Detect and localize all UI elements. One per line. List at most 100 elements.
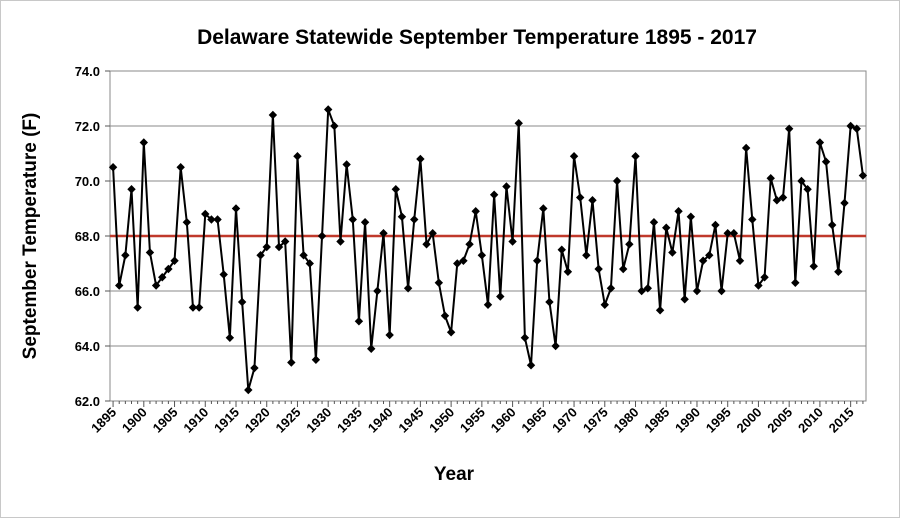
x-tick-label: 1925 [273, 405, 304, 436]
data-point [139, 138, 149, 147]
x-tick-label: 2005 [764, 405, 795, 436]
data-point [575, 193, 585, 202]
data-point [797, 176, 806, 186]
data-point [686, 212, 696, 221]
data-point [360, 218, 370, 227]
data-point [698, 256, 708, 265]
data-point [729, 229, 739, 238]
x-tick-label: 1945 [395, 405, 426, 436]
data-point [649, 218, 659, 227]
data-point [784, 124, 794, 133]
data-point [557, 245, 566, 254]
y-tick-label: 64.0 [75, 339, 100, 354]
data-point [791, 278, 800, 287]
data-point [182, 218, 192, 227]
data-point [760, 273, 769, 282]
data-point [293, 152, 302, 161]
data-point [526, 361, 536, 370]
data-point [465, 240, 474, 249]
x-axis-title: Year [434, 464, 475, 485]
data-point [188, 303, 198, 312]
data-point [299, 251, 308, 260]
data-point [711, 220, 720, 230]
y-tick-label: 70.0 [75, 174, 100, 189]
y-tick-label: 72.0 [75, 119, 100, 134]
data-point [594, 264, 603, 274]
data-point [213, 215, 222, 224]
data-point [268, 110, 278, 120]
x-tick-label: 1910 [180, 405, 211, 436]
data-point [342, 160, 351, 169]
data-point [373, 286, 382, 296]
data-point [532, 256, 542, 265]
data-point [176, 163, 185, 172]
data-point [809, 262, 818, 271]
data-point [834, 267, 843, 276]
data-point [151, 281, 161, 290]
x-tick-label: 1955 [457, 405, 488, 436]
data-point [514, 119, 523, 128]
data-point [612, 176, 622, 186]
data-point [606, 284, 616, 293]
data-point [582, 251, 591, 260]
data-point [317, 231, 327, 241]
data-point [539, 204, 548, 213]
data-point [403, 284, 413, 293]
x-tick-label: 1895 [88, 405, 119, 436]
data-point [748, 215, 757, 224]
data-point [348, 215, 357, 224]
data-point [453, 259, 462, 268]
data-point [330, 121, 339, 131]
x-tick-label: 1960 [488, 405, 519, 436]
x-tick-label: 1935 [334, 405, 365, 436]
x-tick-label: 1965 [518, 405, 549, 436]
data-point [662, 223, 671, 232]
x-tick-label: 1985 [641, 405, 672, 436]
data-point [225, 333, 235, 342]
data-point [520, 333, 530, 342]
data-point [219, 270, 228, 279]
data-point [674, 207, 683, 216]
data-point [287, 358, 296, 367]
data-point [754, 281, 763, 290]
data-point [440, 311, 450, 320]
data-point [201, 209, 210, 219]
data-point [354, 317, 364, 326]
marker-layer [108, 105, 868, 395]
data-point [274, 242, 284, 252]
data-point [250, 363, 259, 373]
data-point [625, 240, 634, 249]
data-point [108, 163, 118, 172]
data-point [385, 330, 394, 340]
data-point [280, 237, 290, 246]
data-point [459, 256, 468, 265]
x-tick-label: 2015 [826, 405, 857, 436]
data-point [397, 212, 407, 221]
x-tick-label: 1995 [703, 405, 734, 436]
data-point [705, 251, 714, 260]
chart-title: Delaware Statewide September Temperature… [197, 26, 757, 49]
data-point [680, 295, 689, 304]
data-point [256, 251, 265, 260]
data-point [391, 185, 401, 194]
data-point [115, 281, 124, 290]
y-tick-label: 66.0 [75, 284, 100, 299]
x-tick-label: 1970 [549, 405, 580, 436]
x-tick-label: 1980 [611, 405, 642, 436]
data-point [600, 300, 609, 309]
x-tick-label: 1920 [242, 405, 273, 436]
y-axis-title: September Temperature (F) [20, 113, 41, 360]
data-point [164, 264, 173, 274]
data-point [668, 248, 677, 257]
data-point [502, 182, 511, 191]
data-point [827, 220, 837, 230]
data-point [121, 251, 130, 260]
data-point [244, 385, 253, 395]
data-point [815, 138, 825, 147]
data-point [262, 242, 271, 252]
data-point [551, 341, 560, 351]
data-point [237, 297, 247, 307]
y-tick-label: 74.0 [75, 64, 100, 79]
x-tick-label: 2000 [734, 405, 765, 436]
x-tick-label: 1950 [426, 405, 457, 436]
